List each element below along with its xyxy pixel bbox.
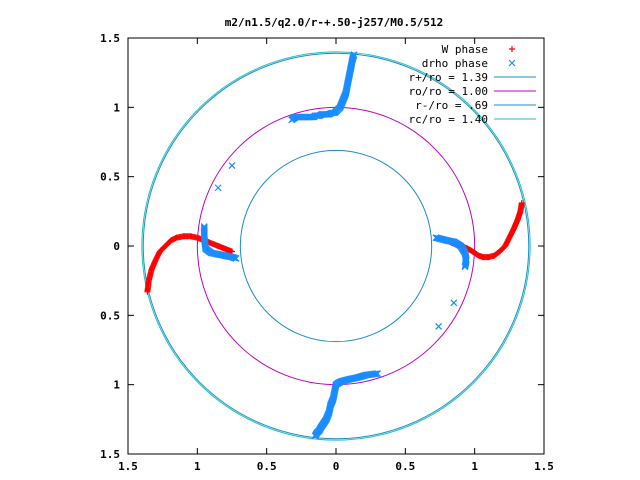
y-tick-label: 0	[113, 240, 120, 253]
drho-phase-point	[435, 323, 443, 330]
x-tick-label: 0.5	[257, 460, 277, 473]
y-tick-label: 1.5	[100, 448, 120, 461]
legend-label: drho phase	[422, 57, 488, 70]
chart-title: m2/n1.5/q2.0/r-+.50-j257/M0.5/512	[225, 16, 444, 29]
circle-ro	[196, 106, 476, 386]
data-points	[144, 51, 525, 440]
drho-phase-point	[288, 116, 296, 124]
x-tick-label: 1	[471, 460, 478, 473]
x-tick-label: 1.5	[534, 460, 554, 473]
drho-phase-point	[461, 261, 469, 268]
axis-ticks: 1.5 1 0.5 0 0.5 1 1.51.510.500.511.5	[100, 32, 554, 473]
x-tick-label: 1.5	[118, 460, 138, 473]
y-tick-label: 0.5	[100, 309, 120, 322]
legend-label: ro/ro = 1.00	[409, 85, 488, 98]
x-tick-label: 0	[333, 460, 340, 473]
drho-phase-point	[232, 255, 240, 262]
legend-label: rc/ro = 1.40	[409, 113, 488, 126]
drho-phase-point	[461, 262, 469, 270]
drho-phase-point	[508, 59, 516, 67]
legend-label: r-/ro = .69	[415, 99, 488, 112]
drho-phase-point	[228, 162, 236, 169]
circle-r	[239, 149, 433, 343]
legend-label: r+/ro = 1.39	[409, 71, 488, 84]
legend-label: W phase	[442, 43, 488, 56]
y-tick-label: 1.5	[100, 32, 120, 45]
circle-rc	[141, 51, 531, 441]
w-phase-point	[509, 46, 515, 52]
drho-phase-point	[214, 184, 222, 192]
drho-phase-point	[311, 432, 319, 440]
x-tick-label: 1	[194, 460, 201, 473]
y-tick-label: 1	[113, 379, 120, 392]
drho-phase-point	[450, 299, 458, 307]
drho-phase-point	[461, 263, 469, 271]
y-tick-label: 1	[113, 101, 120, 114]
x-tick-label: 0.5	[395, 460, 415, 473]
circle-r	[142, 52, 530, 440]
y-tick-label: 0.5	[100, 171, 120, 184]
